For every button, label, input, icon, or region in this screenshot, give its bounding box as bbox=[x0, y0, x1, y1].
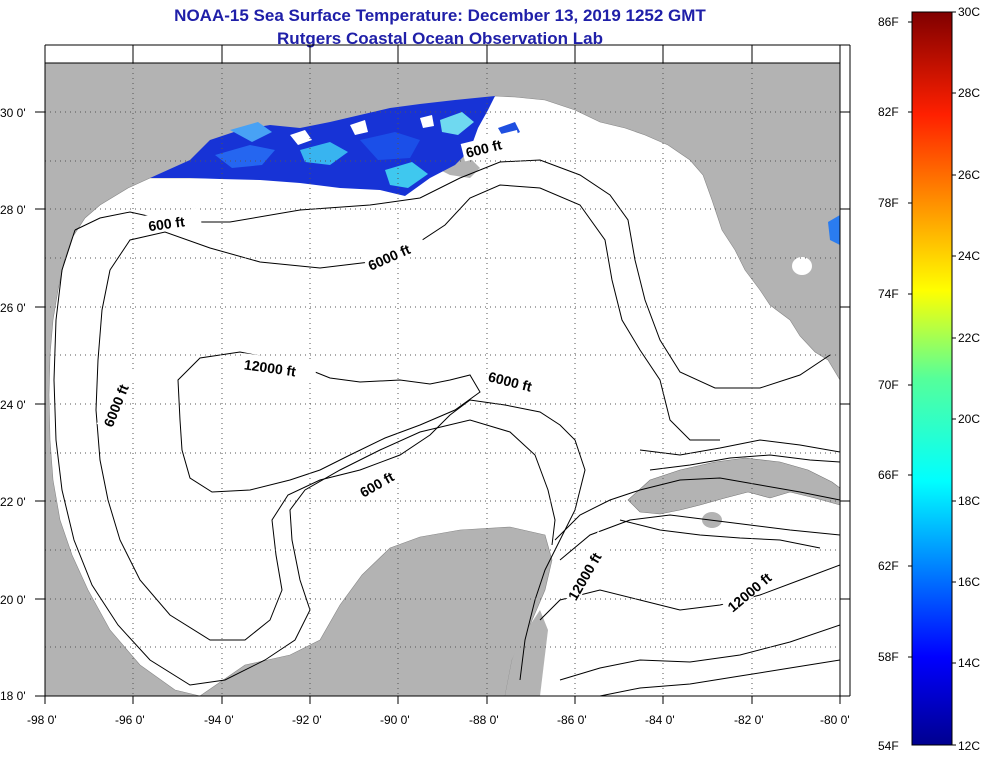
colorbar-c-label: 30C bbox=[958, 5, 980, 19]
lon-label: -82 0' bbox=[734, 713, 764, 727]
colorbar-c-label: 20C bbox=[958, 412, 980, 426]
colorbar-f-label: 62F bbox=[878, 559, 899, 573]
colorbar-c-label: 14C bbox=[958, 656, 980, 670]
lon-label: -80 0' bbox=[820, 713, 850, 727]
lat-label: 20 0' bbox=[0, 593, 26, 607]
land-central-america bbox=[505, 610, 548, 696]
colorbar-f-label: 66F bbox=[878, 468, 899, 482]
colorbar-ticks bbox=[908, 11, 956, 746]
latitude-labels: 30 0' 28 0' 26 0' 24 0' 22 0' 20 0' 18 0… bbox=[0, 106, 26, 703]
contour-cuba-south bbox=[619, 519, 821, 549]
contour-florida-strait-2 bbox=[649, 454, 840, 471]
lon-label: -86 0' bbox=[557, 713, 587, 727]
lat-label: 28 0' bbox=[0, 203, 26, 217]
contour-600ft-west bbox=[53, 229, 556, 686]
map-subtitle: Rutgers Coastal Ocean Observation Lab bbox=[277, 29, 603, 48]
lon-label: -96 0' bbox=[115, 713, 145, 727]
lon-label: -92 0' bbox=[292, 713, 322, 727]
lon-label: -90 0' bbox=[380, 713, 410, 727]
lon-label: -84 0' bbox=[645, 713, 675, 727]
contour-12000ft bbox=[177, 351, 481, 493]
contour-label: 12000 ft bbox=[243, 356, 297, 379]
contour-600ft-north bbox=[74, 159, 831, 389]
colorbar-f-label: 86F bbox=[878, 15, 899, 29]
lat-label: 24 0' bbox=[0, 398, 26, 412]
colorbar-c-label: 22C bbox=[958, 331, 980, 345]
contour-caribbean-2 bbox=[559, 514, 840, 561]
graticule bbox=[45, 63, 840, 696]
colorbar-f-labels: 86F 82F 78F 74F 70F 66F 62F 58F 54F bbox=[878, 15, 899, 753]
colorbar bbox=[911, 11, 953, 746]
contour-6000ft bbox=[95, 184, 720, 681]
lon-label: -88 0' bbox=[469, 713, 499, 727]
colorbar-f-label: 54F bbox=[878, 739, 899, 753]
lon-label: -94 0' bbox=[204, 713, 234, 727]
colorbar-c-label: 12C bbox=[958, 739, 980, 753]
contour-caribbean-4 bbox=[559, 624, 840, 681]
colorbar-f-label: 82F bbox=[878, 105, 899, 119]
lat-label: 26 0' bbox=[0, 301, 26, 315]
contour-label: 600 ft bbox=[147, 213, 186, 234]
colorbar-f-label: 74F bbox=[878, 287, 899, 301]
lat-label: 30 0' bbox=[0, 106, 26, 120]
land-cuba bbox=[627, 457, 840, 515]
lat-label: 22 0' bbox=[0, 495, 26, 509]
contour-caribbean-5 bbox=[599, 659, 840, 696]
lon-label: -98 0' bbox=[27, 713, 57, 727]
colorbar-c-label: 24C bbox=[958, 249, 980, 263]
colorbar-c-label: 28C bbox=[958, 86, 980, 100]
bathymetry-contours bbox=[53, 159, 840, 696]
colorbar-c-label: 26C bbox=[958, 168, 980, 182]
lat-label: 18 0' bbox=[0, 689, 26, 703]
longitude-labels: -98 0' -96 0' -94 0' -92 0' -90 0' -88 0… bbox=[27, 713, 850, 727]
map-title: NOAA-15 Sea Surface Temperature: Decembe… bbox=[174, 6, 706, 25]
contour-caribbean-1 bbox=[554, 477, 840, 541]
contour-florida-strait bbox=[639, 439, 840, 456]
lake-okeechobee bbox=[792, 257, 812, 275]
colorbar-c-label: 18C bbox=[958, 494, 980, 508]
colorbar-c-label: 16C bbox=[958, 575, 980, 589]
colorbar-f-label: 70F bbox=[878, 378, 899, 392]
colorbar-f-label: 78F bbox=[878, 196, 899, 210]
colorbar-f-label: 58F bbox=[878, 650, 899, 664]
colorbar-c-labels: 30C 28C 26C 24C 22C 20C 18C 16C 14C 12C bbox=[958, 5, 980, 753]
sst-data-coverage bbox=[150, 96, 840, 245]
map-frame bbox=[44, 62, 841, 697]
axis-ticks bbox=[35, 44, 851, 704]
